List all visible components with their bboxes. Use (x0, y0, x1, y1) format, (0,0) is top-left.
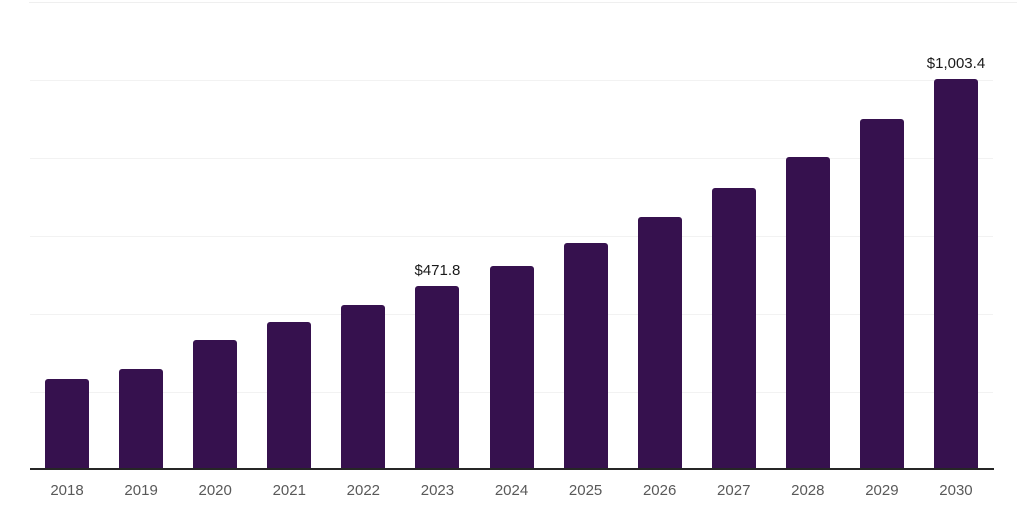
bar-2029 (859, 119, 904, 468)
bar-slot-2030: $1,003.4 (919, 2, 993, 468)
bar-2028 (785, 157, 830, 468)
x-tick-label-2019: 2019 (124, 482, 158, 499)
plot-area: $471.8 $1,003.4 (29, 2, 1017, 470)
x-tick-label-2020: 2020 (198, 482, 232, 499)
x-tick-label-2026: 2026 (642, 482, 677, 499)
bar-2022 (341, 305, 386, 468)
x-tick-label-2024: 2024 (494, 482, 529, 499)
x-tick-label-2030: 2030 (939, 482, 973, 499)
bar-2020 (193, 340, 238, 468)
x-tick-label-2025: 2025 (568, 482, 603, 499)
bar-2027 (711, 188, 756, 468)
bar-2023 (415, 286, 460, 468)
bar-2019 (119, 368, 164, 468)
x-axis-line (30, 468, 994, 470)
gridline-600 (30, 236, 993, 237)
bar-slot-2027 (697, 2, 771, 468)
plot-top-border (29, 2, 1017, 3)
x-axis-labels: 2018 2019 2020 2021 2022 2023 2024 2025 2026 2027… (30, 481, 993, 501)
bar-slot-2018 (30, 2, 104, 468)
value-label-2023: $471.8 (414, 262, 461, 279)
bar-slot-2025 (549, 2, 623, 468)
x-tick-label-2023: 2023 (420, 482, 455, 499)
bar-slot-2029 (845, 2, 919, 468)
bar-slot-2020 (178, 2, 252, 468)
x-tick-label-2021: 2021 (272, 482, 306, 499)
bar-2026 (637, 216, 682, 468)
x-tick-label-2018: 2018 (50, 482, 84, 499)
bar-slot-2028 (771, 2, 845, 468)
x-tick-label-2027: 2027 (717, 482, 751, 499)
bar-slot-2022 (326, 2, 400, 468)
x-tick-label-2022: 2022 (346, 482, 381, 499)
bar-slot-2019 (104, 2, 178, 468)
gridline-800 (30, 158, 993, 159)
bar-2030 (933, 78, 978, 468)
bar-slot-2026 (623, 2, 697, 468)
x-tick-label-2029: 2029 (865, 482, 899, 499)
bar-2024 (489, 266, 534, 468)
bar-slot-2024 (474, 2, 548, 468)
bar-2018 (45, 378, 90, 468)
gridline-1000 (30, 80, 993, 81)
bars-layer: $471.8 $1,003.4 (30, 2, 993, 468)
x-tick-label-2028: 2028 (791, 482, 825, 499)
value-label-2030: $1,003.4 (926, 54, 986, 72)
bar-slot-2023: $471.8 (400, 2, 474, 468)
bar-2021 (267, 322, 312, 468)
bar-slot-2021 (252, 2, 326, 468)
bar-2025 (563, 243, 608, 468)
